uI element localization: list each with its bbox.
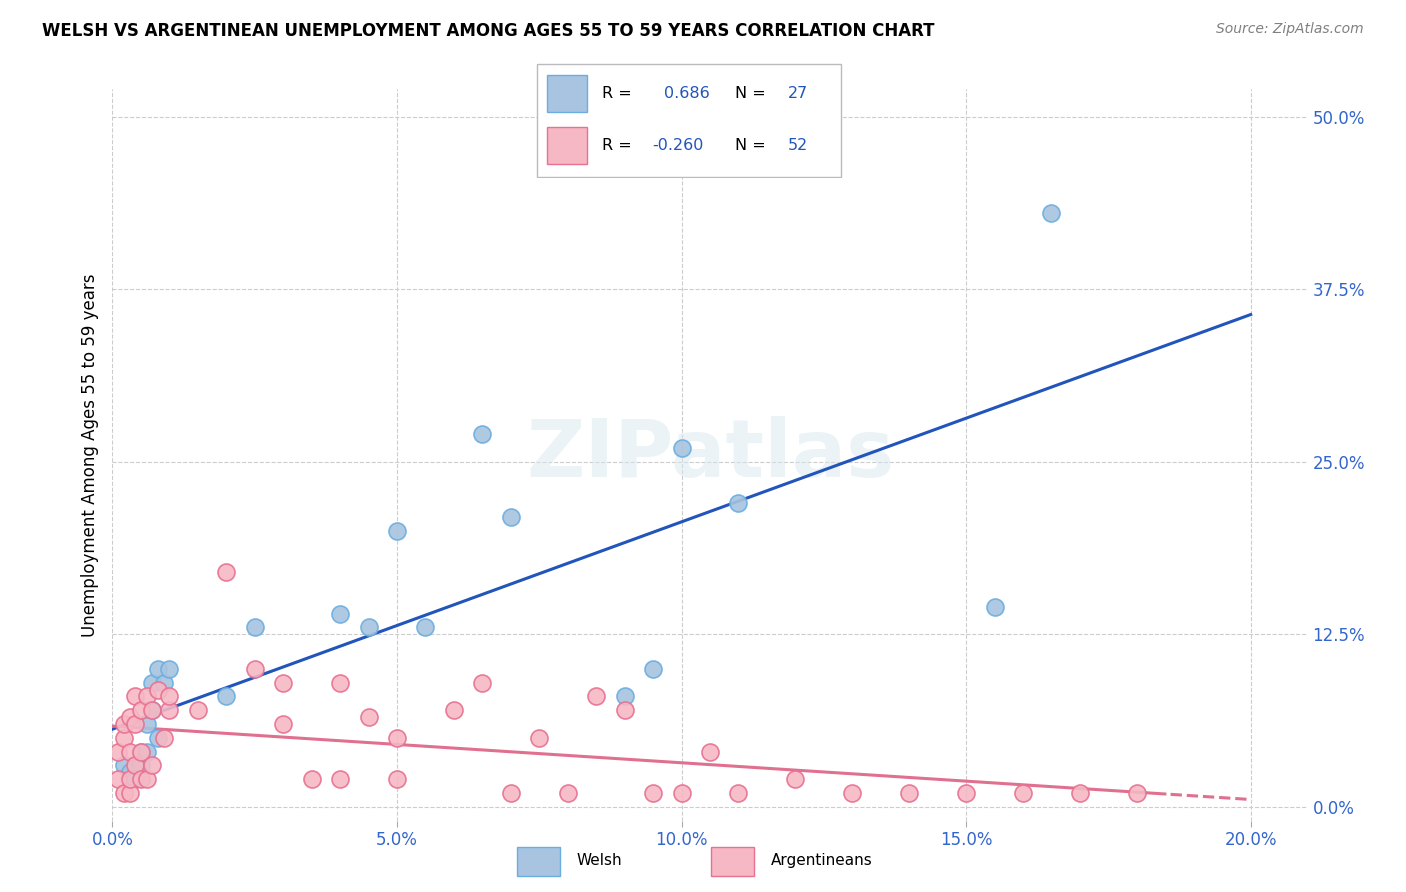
Text: N =: N = (735, 138, 766, 153)
Text: Argentineans: Argentineans (770, 854, 872, 868)
Point (671, 786, 693, 800)
Point (129, 745, 152, 759)
Point (271, 717, 294, 731)
Point (529, 731, 551, 745)
Point (243, 620, 266, 634)
Point (146, 662, 169, 676)
Text: 27: 27 (787, 87, 808, 102)
Point (585, 690, 607, 704)
FancyBboxPatch shape (537, 63, 841, 178)
Point (157, 703, 180, 717)
Point (118, 745, 141, 759)
Text: WELSH VS ARGENTINEAN UNEMPLOYMENT AMONG AGES 55 TO 59 YEARS CORRELATION CHART: WELSH VS ARGENTINEAN UNEMPLOYMENT AMONG … (42, 22, 935, 40)
Y-axis label: Unemployment Among Ages 55 to 59 years: Unemployment Among Ages 55 to 59 years (80, 273, 98, 637)
Point (112, 731, 135, 745)
Point (107, 772, 129, 787)
Point (124, 758, 146, 772)
Point (118, 710, 141, 724)
Point (112, 758, 135, 772)
Point (1012, 786, 1035, 800)
Point (471, 427, 494, 442)
Text: ZIPatlas: ZIPatlas (526, 416, 894, 494)
Point (499, 786, 522, 800)
Point (135, 717, 157, 731)
Text: Welsh: Welsh (576, 854, 621, 868)
Point (301, 772, 323, 787)
Point (152, 675, 174, 690)
Point (112, 786, 135, 800)
Point (1069, 786, 1091, 800)
Text: Source: ZipAtlas.com: Source: ZipAtlas.com (1216, 22, 1364, 37)
Point (146, 731, 169, 745)
Point (443, 703, 465, 717)
Point (152, 731, 174, 745)
Point (141, 758, 163, 772)
FancyBboxPatch shape (547, 75, 586, 112)
FancyBboxPatch shape (711, 847, 754, 876)
Text: 52: 52 (787, 138, 808, 153)
Point (357, 620, 380, 634)
Point (557, 786, 579, 800)
Point (129, 703, 152, 717)
Point (271, 675, 294, 690)
Point (613, 690, 636, 704)
Point (141, 703, 163, 717)
Point (329, 607, 352, 621)
Point (1126, 786, 1149, 800)
Point (329, 675, 352, 690)
Point (643, 786, 665, 800)
Point (385, 524, 408, 538)
Point (329, 772, 352, 787)
Point (613, 703, 636, 717)
Point (357, 710, 380, 724)
Point (1040, 206, 1063, 220)
Point (135, 745, 157, 759)
Point (135, 772, 157, 787)
Point (955, 786, 977, 800)
Point (118, 786, 141, 800)
Point (129, 772, 152, 787)
Point (385, 772, 408, 787)
Point (841, 786, 863, 800)
Point (499, 510, 522, 524)
Point (215, 690, 238, 704)
Text: -0.260: -0.260 (652, 138, 703, 153)
Point (129, 745, 152, 759)
Point (112, 717, 135, 731)
Point (471, 675, 494, 690)
Point (124, 717, 146, 731)
Text: R =: R = (602, 87, 633, 102)
Point (107, 745, 129, 759)
Point (157, 690, 180, 704)
Point (124, 690, 146, 704)
Point (727, 786, 749, 800)
Point (118, 772, 141, 787)
Point (243, 662, 266, 676)
Text: 0.686: 0.686 (664, 87, 710, 102)
FancyBboxPatch shape (547, 128, 586, 164)
Point (124, 772, 146, 787)
Point (415, 620, 437, 634)
Point (118, 765, 141, 780)
Point (135, 690, 157, 704)
Point (898, 786, 921, 800)
Point (785, 772, 807, 787)
Text: R =: R = (602, 138, 633, 153)
Point (983, 599, 1005, 614)
Point (727, 496, 749, 510)
Point (187, 703, 209, 717)
FancyBboxPatch shape (517, 847, 560, 876)
Point (699, 745, 721, 759)
Point (671, 441, 693, 455)
Point (385, 731, 408, 745)
Point (141, 703, 163, 717)
Point (129, 758, 152, 772)
Text: N =: N = (735, 87, 766, 102)
Point (643, 662, 665, 676)
Point (146, 682, 169, 697)
Point (215, 566, 238, 580)
Point (141, 675, 163, 690)
Point (157, 662, 180, 676)
